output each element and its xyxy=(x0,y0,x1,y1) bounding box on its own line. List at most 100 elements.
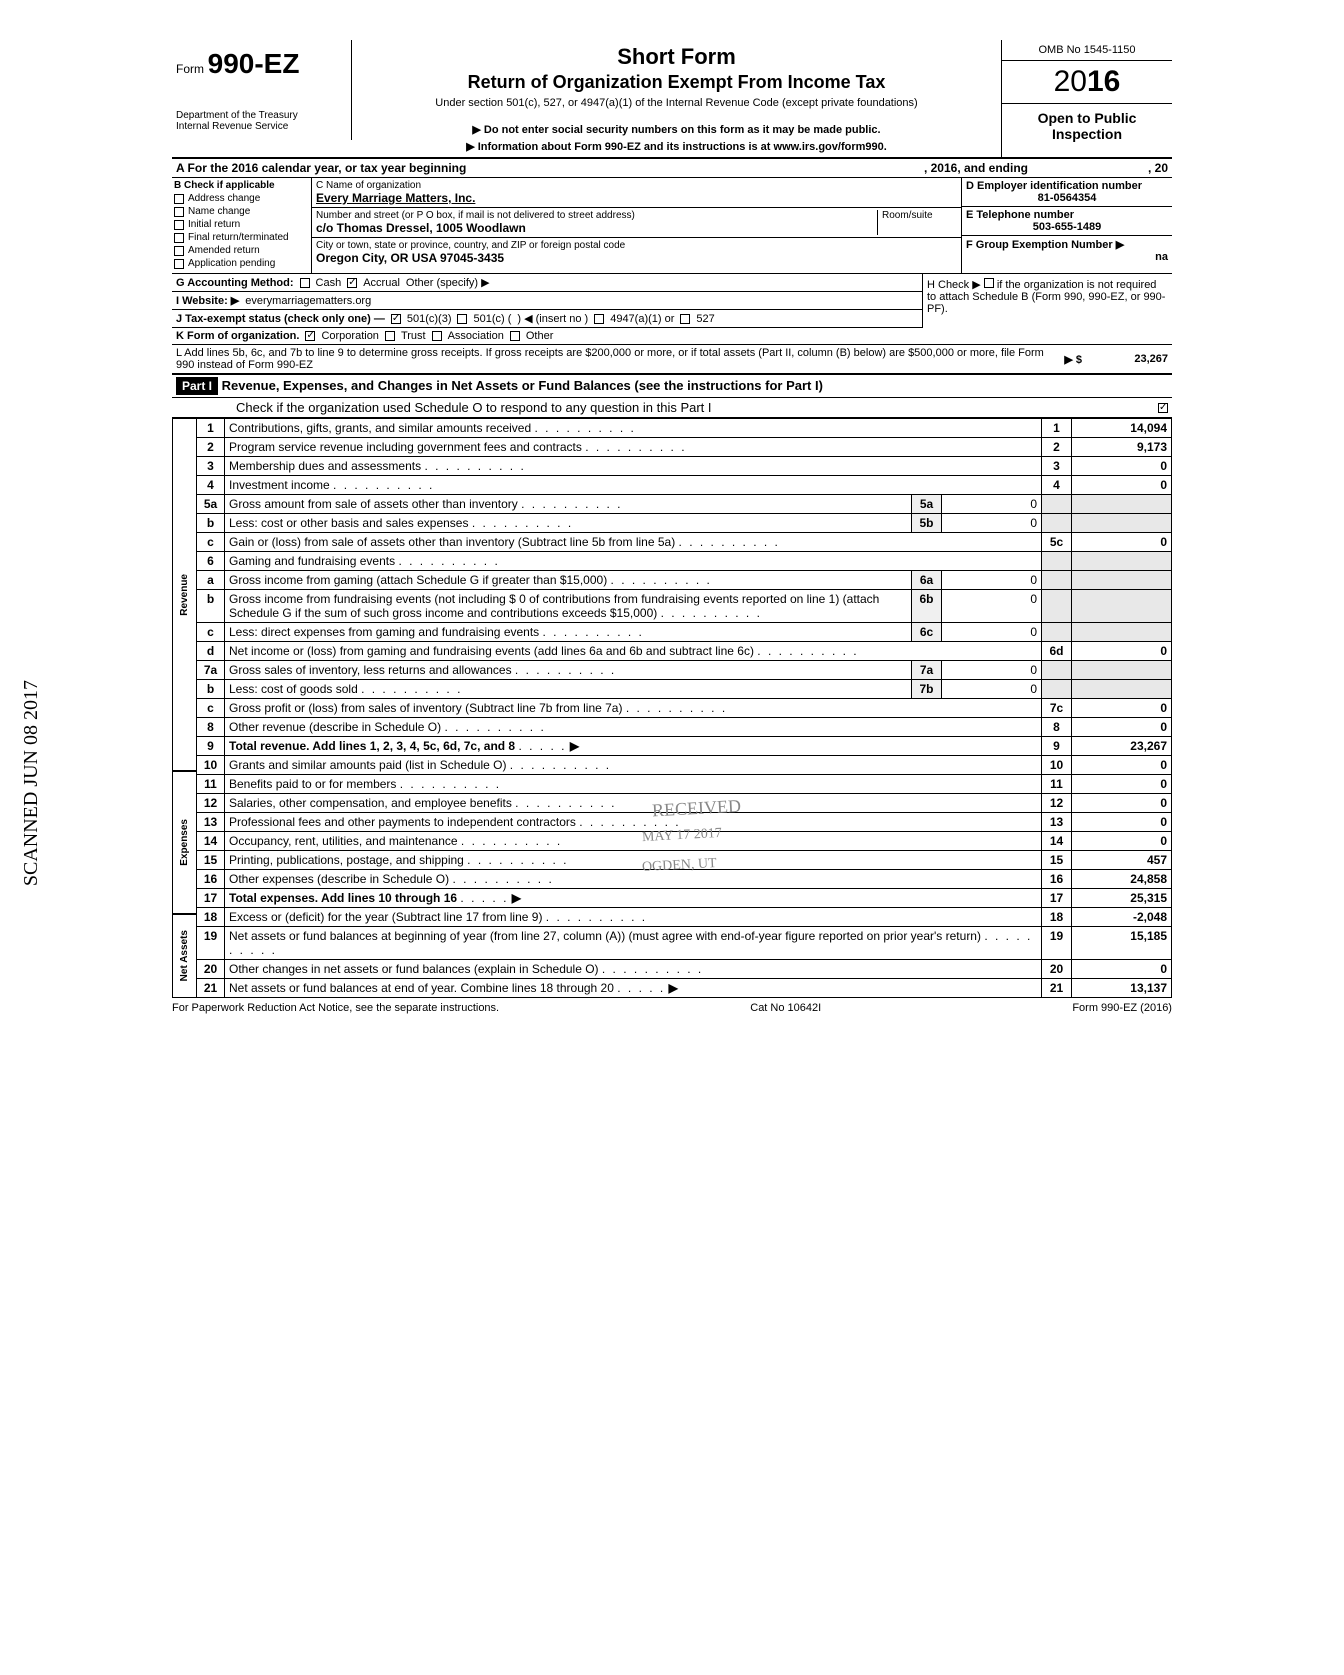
line-value: 0 xyxy=(1072,533,1172,552)
line-k: K Form of organization. Corporation Trus… xyxy=(172,328,1172,345)
expenses-label: Expenses xyxy=(177,815,192,870)
gross-receipts: 23,267 xyxy=(1088,353,1168,365)
schedule-o-checkbox[interactable] xyxy=(1158,403,1168,413)
line-row: bGross income from fundraising events (n… xyxy=(197,590,1172,623)
line-row: cLess: direct expenses from gaming and f… xyxy=(197,623,1172,642)
line-row: 20Other changes in net assets or fund ba… xyxy=(197,960,1172,979)
line-row: aGross income from gaming (attach Schedu… xyxy=(197,571,1172,590)
527-checkbox[interactable] xyxy=(680,314,690,324)
netassets-label: Net Assets xyxy=(177,926,192,985)
group-exemption: na xyxy=(966,251,1168,263)
open-public: Open to Public Inspection xyxy=(1002,104,1172,148)
line-i: I Website: ▶ everymarriagematters.org xyxy=(172,292,922,310)
line-value: 0 xyxy=(1072,699,1172,718)
line-value: 13,137 xyxy=(1072,979,1172,998)
line-value: 0 xyxy=(1072,775,1172,794)
line-value: 0 xyxy=(1072,642,1172,661)
line-row: bLess: cost or other basis and sales exp… xyxy=(197,514,1172,533)
line-value: 0 xyxy=(1072,813,1172,832)
lines-table: 1Contributions, gifts, grants, and simil… xyxy=(196,418,1172,998)
title-main: Short Form xyxy=(360,44,993,70)
form-header: Form 990-EZ Department of the Treasury I… xyxy=(172,40,1172,159)
accrual-checkbox[interactable] xyxy=(347,278,357,288)
dept-label: Department of the Treasury Internal Reve… xyxy=(176,110,347,132)
line-row: 7aGross sales of inventory, less returns… xyxy=(197,661,1172,680)
main-data-grid: Revenue Expenses Net Assets 1Contributio… xyxy=(172,418,1172,998)
title-box: Short Form Return of Organization Exempt… xyxy=(352,40,1002,157)
line-row: 1Contributions, gifts, grants, and simil… xyxy=(197,419,1172,438)
org-name: Every Marriage Matters, Inc. xyxy=(316,191,957,205)
ein: 81-0564354 xyxy=(966,192,1168,204)
line-row: 9Total revenue. Add lines 1, 2, 3, 4, 5c… xyxy=(197,737,1172,756)
website: everymarriagematters.org xyxy=(245,295,371,307)
schedule-b-checkbox[interactable] xyxy=(984,278,994,288)
line-value: 0 xyxy=(1072,756,1172,775)
line-value: 15,185 xyxy=(1072,927,1172,960)
line-row: 3Membership dues and assessments . . . .… xyxy=(197,457,1172,476)
line-row: 21Net assets or fund balances at end of … xyxy=(197,979,1172,998)
line-row: dNet income or (loss) from gaming and fu… xyxy=(197,642,1172,661)
title-sub: Return of Organization Exempt From Incom… xyxy=(360,72,993,93)
colb-checkbox[interactable] xyxy=(174,207,184,217)
note-ssn: ▶ Do not enter social security numbers o… xyxy=(360,123,993,136)
line-value: 0 xyxy=(1072,718,1172,737)
col-b-checkboxes: B Check if applicable Address changeName… xyxy=(172,178,312,273)
line-row: 18Excess or (deficit) for the year (Subt… xyxy=(197,908,1172,927)
line-row: 8Other revenue (describe in Schedule O) … xyxy=(197,718,1172,737)
scanned-stamp: SCANNED JUN 08 2017 xyxy=(20,680,43,886)
line-l: L Add lines 5b, 6c, and 7b to line 9 to … xyxy=(172,345,1172,375)
line-row: bLess: cost of goods sold . . . . . . . … xyxy=(197,680,1172,699)
title-under: Under section 501(c), 527, or 4947(a)(1)… xyxy=(360,97,993,109)
line-value: 0 xyxy=(1072,832,1172,851)
colb-checkbox[interactable] xyxy=(174,194,184,204)
row-a: A For the 2016 calendar year, or tax yea… xyxy=(172,159,1172,178)
footer: For Paperwork Reduction Act Notice, see … xyxy=(172,998,1172,1014)
line-value: 0 xyxy=(1072,457,1172,476)
colb-checkbox[interactable] xyxy=(174,233,184,243)
line-value: 9,173 xyxy=(1072,438,1172,457)
line-value: 0 xyxy=(1072,794,1172,813)
line-row: 17Total expenses. Add lines 10 through 1… xyxy=(197,889,1172,908)
street-address: c/o Thomas Dressel, 1005 Woodlawn xyxy=(316,221,877,235)
tax-year: 2016 xyxy=(1002,61,1172,104)
section-b-to-f: B Check if applicable Address changeName… xyxy=(172,178,1172,274)
other-checkbox[interactable] xyxy=(510,331,520,341)
line-row: 11Benefits paid to or for members . . . … xyxy=(197,775,1172,794)
line-row: 5aGross amount from sale of assets other… xyxy=(197,495,1172,514)
part1-header: Part I Revenue, Expenses, and Changes in… xyxy=(172,375,1172,398)
col-c: C Name of organization Every Marriage Ma… xyxy=(312,178,962,273)
city-state-zip: Oregon City, OR USA 97045-3435 xyxy=(316,251,957,265)
line-row: 2Program service revenue including gover… xyxy=(197,438,1172,457)
line-row: cGain or (loss) from sale of assets othe… xyxy=(197,533,1172,552)
line-value: 25,315 xyxy=(1072,889,1172,908)
line-h: H Check ▶ if the organization is not req… xyxy=(922,274,1172,328)
cash-checkbox[interactable] xyxy=(300,278,310,288)
trust-checkbox[interactable] xyxy=(385,331,395,341)
501c-checkbox[interactable] xyxy=(457,314,467,324)
line-value: 0 xyxy=(1072,476,1172,495)
colb-checkbox[interactable] xyxy=(174,246,184,256)
colb-checkbox[interactable] xyxy=(174,259,184,269)
4947-checkbox[interactable] xyxy=(594,314,604,324)
line-row: 19Net assets or fund balances at beginni… xyxy=(197,927,1172,960)
revenue-label: Revenue xyxy=(177,570,192,620)
part1-check: Check if the organization used Schedule … xyxy=(172,398,1172,418)
line-value: 457 xyxy=(1072,851,1172,870)
form-number: 990-EZ xyxy=(208,48,300,79)
form-number-box: Form 990-EZ Department of the Treasury I… xyxy=(172,40,352,140)
colb-checkbox[interactable] xyxy=(174,220,184,230)
form-label: Form xyxy=(176,62,204,76)
corp-checkbox[interactable] xyxy=(305,331,315,341)
omb-box: OMB No 1545-1150 2016 Open to Public Ins… xyxy=(1002,40,1172,148)
note-info: ▶ Information about Form 990-EZ and its … xyxy=(360,140,993,153)
assoc-checkbox[interactable] xyxy=(432,331,442,341)
line-row: 4Investment income . . . . . . . . . .40 xyxy=(197,476,1172,495)
line-g: G Accounting Method: Cash Accrual Other … xyxy=(172,274,922,292)
line-value: -2,048 xyxy=(1072,908,1172,927)
501c3-checkbox[interactable] xyxy=(391,314,401,324)
line-row: cGross profit or (loss) from sales of in… xyxy=(197,699,1172,718)
line-value: 23,267 xyxy=(1072,737,1172,756)
line-value: 0 xyxy=(1072,960,1172,979)
line-j: J Tax-exempt status (check only one) — 5… xyxy=(172,310,922,328)
omb-number: OMB No 1545-1150 xyxy=(1002,40,1172,61)
